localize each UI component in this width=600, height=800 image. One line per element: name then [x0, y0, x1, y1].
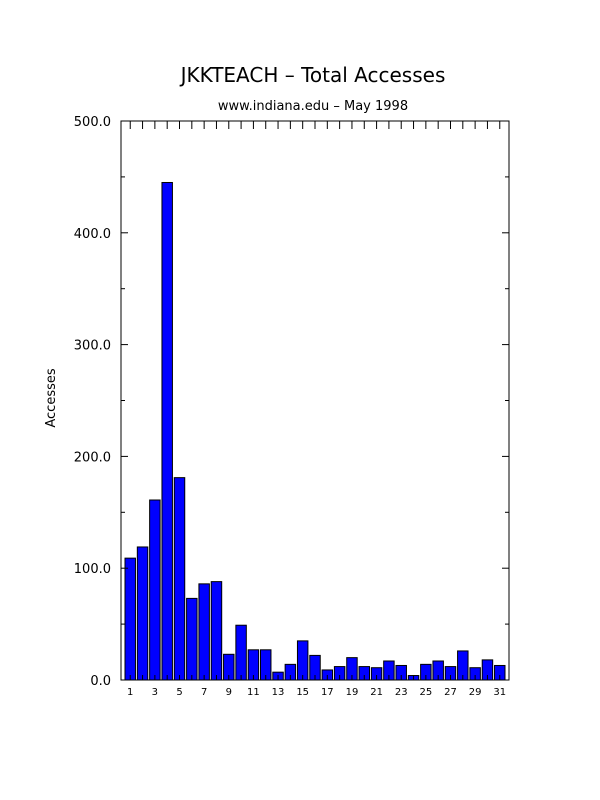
- y-axis-label: Accesses: [44, 368, 59, 428]
- y-tick-label: 200.0: [74, 450, 111, 465]
- x-tick-label: 5: [176, 687, 182, 698]
- bar-day-4: [161, 181, 173, 681]
- x-tick-label: 19: [346, 687, 359, 698]
- bar-day-8: [210, 581, 223, 681]
- x-tick-label: 15: [296, 687, 309, 698]
- plot-frame: [120, 120, 510, 681]
- y-tick-label: 500.0: [74, 115, 111, 130]
- x-tick-label: 1: [127, 687, 133, 698]
- chart-subtitle: www.indiana.edu – May 1998: [218, 99, 408, 114]
- x-tick-label: 13: [272, 687, 285, 698]
- bar-day-2: [136, 546, 149, 681]
- x-tick-label: 31: [493, 687, 506, 698]
- x-tick-label: 3: [152, 687, 158, 698]
- bar-day-6: [186, 597, 198, 681]
- bar-day-7: [198, 583, 210, 681]
- bar-day-10: [235, 624, 247, 681]
- bar-day-15: [296, 640, 309, 681]
- x-tick-label: 23: [395, 687, 408, 698]
- x-tick-label: 21: [370, 687, 383, 698]
- x-tick-label: 17: [321, 687, 334, 698]
- bar-day-5: [173, 477, 186, 681]
- bar-day-1: [124, 557, 136, 681]
- x-tick-label: 27: [444, 687, 457, 698]
- x-tick-label: 11: [247, 687, 260, 698]
- y-tick-label: 100.0: [74, 562, 111, 577]
- y-tick-label: 400.0: [74, 227, 111, 242]
- x-tick-label: 29: [469, 687, 482, 698]
- y-tick-label: 300.0: [74, 339, 111, 354]
- x-tick-label: 7: [201, 687, 207, 698]
- x-tick-label: 25: [419, 687, 432, 698]
- bars-layer: [124, 181, 506, 681]
- chart-title: JKKTEACH – Total Accesses: [179, 63, 446, 87]
- x-tick-label: 9: [226, 687, 232, 698]
- bar-day-3: [149, 499, 161, 681]
- y-tick-label: 0.0: [90, 674, 111, 689]
